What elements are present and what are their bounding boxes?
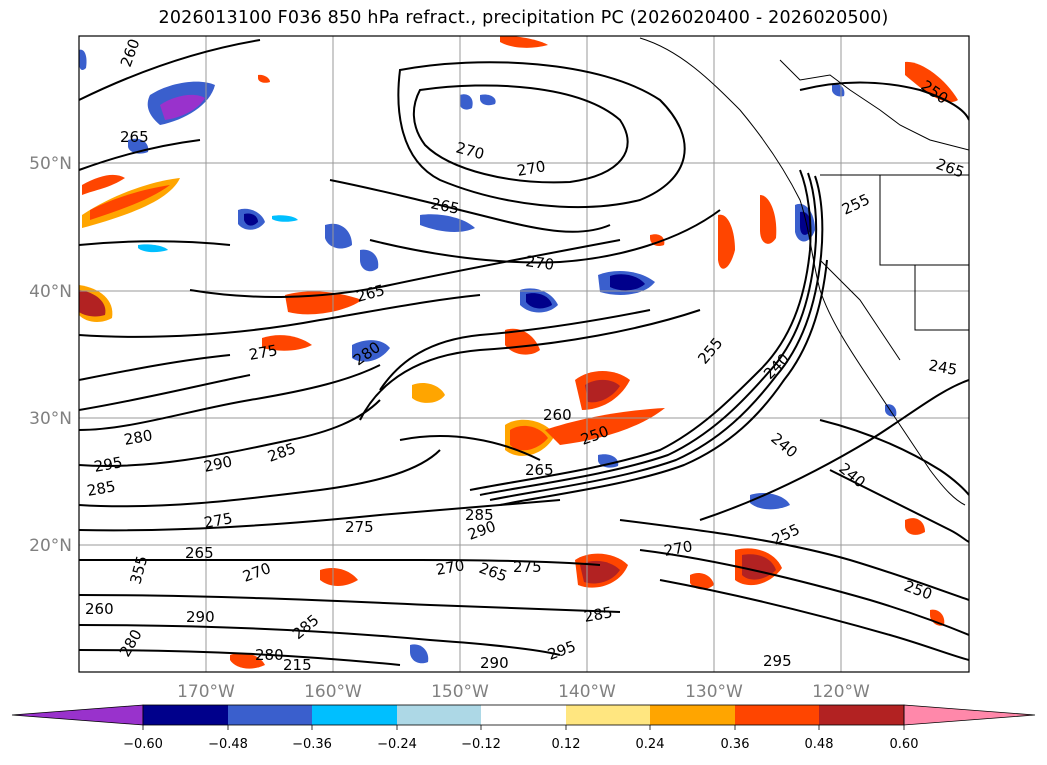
lat-label: 30°N — [29, 409, 72, 429]
contour-label: 265 — [525, 461, 554, 479]
contour-label: 265 — [429, 194, 461, 218]
contour-label: 290 — [202, 452, 234, 476]
colorbar-tick-label: 0.36 — [721, 737, 750, 752]
lat-label: 40°N — [29, 282, 72, 302]
colorbar-tick-label: 0.60 — [890, 737, 919, 752]
contour-label: 275 — [345, 518, 374, 536]
colorbar-segment — [143, 705, 228, 725]
map-title: 2026013100 F036 850 hPa refract., precip… — [158, 8, 889, 28]
lon-label: 140°W — [558, 682, 616, 702]
colorbar-tick-label: 0.24 — [636, 737, 665, 752]
latitude-labels: 50°N 40°N 30°N 20°N — [29, 154, 72, 556]
lon-label: 160°W — [304, 682, 362, 702]
contour-label: 280 — [255, 646, 284, 664]
contour-label: 285 — [86, 477, 117, 500]
colorbar-segment — [312, 705, 397, 725]
colorbar-segment — [228, 705, 312, 725]
contour-label: 260 — [543, 406, 572, 424]
colorbar-segment — [819, 705, 904, 725]
contour-label: 270 — [516, 157, 547, 180]
map-frame — [78, 35, 970, 673]
contour-label: 280 — [123, 426, 154, 449]
colorbar-tick-label: −0.48 — [208, 737, 248, 752]
contour-label: 265 — [120, 128, 149, 146]
contour-label: 290 — [480, 654, 509, 672]
colorbar-tick-label: −0.60 — [123, 737, 163, 752]
colorbar-tick-label: −0.12 — [461, 737, 501, 752]
lat-label: 50°N — [29, 154, 72, 174]
colorbar: −0.60 −0.48 −0.36 −0.24 −0.12 0.12 0.24 … — [11, 704, 1036, 752]
contour-label: 270 — [435, 556, 466, 579]
contour-label: 245 — [927, 356, 958, 379]
lat-label: 20°N — [29, 536, 72, 556]
lon-label: 150°W — [431, 682, 489, 702]
lon-label: 120°W — [812, 682, 870, 702]
contour-label: 275 — [203, 509, 234, 532]
colorbar-tick-label: 0.12 — [552, 737, 581, 752]
contour-label: 265 — [185, 544, 214, 562]
contour-label: 215 — [283, 656, 312, 674]
contour-label: 285 — [583, 603, 614, 626]
colorbar-tick-label: −0.24 — [377, 737, 417, 752]
contour-label: 275 — [513, 558, 542, 576]
contour-label: 270 — [663, 537, 694, 560]
contour-label: 285 — [465, 506, 494, 524]
colorbar-segment — [397, 705, 481, 725]
colorbar-tick-label: 0.48 — [805, 737, 834, 752]
lon-label: 170°W — [177, 682, 235, 702]
colorbar-segment — [481, 705, 566, 725]
contour-label: 270 — [524, 252, 555, 274]
colorbar-extend-min — [11, 704, 144, 726]
colorbar-segment — [735, 705, 819, 725]
longitude-labels: 170°W 160°W 150°W 140°W 130°W 120°W — [177, 682, 870, 702]
colorbar-segment — [566, 705, 650, 725]
lon-label: 130°W — [685, 682, 743, 702]
colorbar-segment — [650, 705, 735, 725]
refractivity-contours — [79, 39, 969, 666]
coastline — [639, 37, 969, 506]
contour-label: 290 — [186, 608, 215, 626]
contour-label: 260 — [85, 600, 114, 618]
contour-label: 295 — [93, 453, 124, 476]
contour-label: 295 — [763, 652, 792, 670]
contour-label: 275 — [248, 341, 279, 364]
colorbar-tick-label: −0.36 — [292, 737, 332, 752]
colorbar-extend-max — [903, 704, 1036, 726]
